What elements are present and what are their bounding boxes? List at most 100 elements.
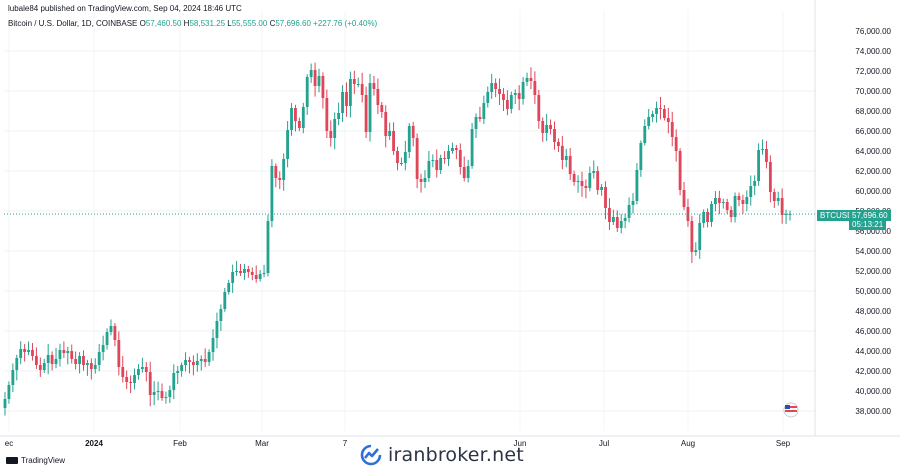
candle-body (592, 171, 596, 173)
candle-body (376, 89, 380, 105)
candle-body (140, 367, 144, 369)
candle-body (454, 148, 458, 150)
candle-body (313, 70, 317, 86)
candle-body (702, 212, 706, 223)
candle-body (706, 212, 709, 222)
candle-body (27, 350, 30, 352)
symbol-price-tag: BTCUSD (817, 210, 853, 221)
candle-body (608, 208, 611, 222)
candle-body (74, 359, 78, 364)
candle-body (384, 112, 388, 136)
candle-body (490, 83, 494, 92)
candle-body (423, 178, 427, 182)
candle-body (356, 84, 360, 85)
candle-body (341, 92, 344, 113)
candle-body (502, 94, 505, 100)
candle-body (584, 186, 588, 188)
candle-body (655, 108, 658, 114)
y-tick-label: 40,000.00 (855, 387, 891, 396)
candle-body (694, 250, 698, 252)
candle-body (156, 391, 160, 392)
candle-body (505, 100, 509, 109)
candle-body (270, 166, 274, 221)
candle-body (176, 371, 180, 373)
candle-body (172, 373, 176, 390)
candle-body (780, 198, 784, 215)
candle-body (431, 160, 435, 161)
y-tick-label: 42,000.00 (855, 367, 891, 376)
y-tick-label: 64,000.00 (855, 147, 891, 156)
candle-body (725, 202, 729, 210)
candle-body (509, 95, 513, 109)
y-tick-label: 60,000.00 (855, 187, 891, 196)
y-tick-label: 62,000.00 (855, 167, 891, 176)
y-tick-label: 44,000.00 (855, 347, 891, 356)
candle-body (89, 363, 93, 369)
candle-body (647, 117, 651, 126)
x-tick-label: 2024 (85, 439, 103, 448)
candle-body (203, 359, 207, 362)
candle-body (368, 83, 372, 132)
candle-body (129, 382, 133, 383)
candle-body (184, 360, 187, 365)
candle-body (717, 198, 721, 203)
candle-body (180, 365, 184, 371)
candle-body (745, 197, 749, 204)
candle-body (164, 397, 168, 398)
candle-body (466, 166, 470, 178)
candle-body (148, 372, 152, 395)
candle-body (659, 108, 662, 109)
y-tick-label: 68,000.00 (855, 107, 891, 116)
candle-body (58, 350, 62, 359)
candle-body (23, 349, 27, 352)
candle-body (564, 156, 568, 160)
candle-body (615, 217, 619, 228)
candle-body (427, 161, 431, 178)
candle-body (757, 150, 761, 181)
candle-body (698, 223, 702, 250)
tradingview-logo[interactable]: TradingView (6, 456, 65, 465)
y-tick-label: 74,000.00 (855, 47, 891, 56)
candle-body (207, 352, 211, 362)
candle-body (521, 82, 525, 99)
candle-body (266, 221, 270, 273)
candle-body (643, 126, 647, 143)
candle-body (686, 207, 690, 221)
candle-body (290, 108, 293, 130)
candle-body (54, 359, 58, 364)
x-tick-label: Feb (173, 439, 187, 448)
candle-body (451, 148, 454, 151)
y-tick-label: 50,000.00 (855, 287, 891, 296)
y-tick-label: 66,000.00 (855, 127, 891, 136)
close-value: 57,696.60 (275, 19, 311, 28)
candle-body (364, 95, 368, 132)
candle-body (133, 375, 136, 383)
candle-body (482, 103, 486, 119)
candle-body (753, 181, 757, 186)
high-value: 58,531.25 (189, 19, 226, 28)
candle-body (97, 352, 101, 365)
candle-body (105, 332, 109, 345)
candle-body (223, 292, 227, 309)
candle-body (415, 138, 419, 179)
candle-body (498, 89, 501, 94)
candle-body (784, 214, 788, 215)
candle-body (776, 198, 780, 201)
candle-body (15, 358, 19, 370)
y-tick-label: 52,000.00 (855, 267, 891, 276)
candle-body (549, 125, 552, 129)
candle-body (407, 126, 411, 152)
candle-body (666, 118, 670, 122)
candle-body (345, 92, 348, 106)
symbol-title: Bitcoin / U.S. Dollar, 1D, COINBASE (8, 19, 138, 28)
candle-body (580, 181, 584, 186)
candle-body (274, 166, 278, 178)
candle-body (710, 204, 713, 222)
candle-body (286, 130, 290, 159)
candle-body (533, 81, 537, 95)
candle-body (278, 178, 282, 180)
candle-body (662, 109, 666, 118)
candle-body (765, 149, 768, 162)
